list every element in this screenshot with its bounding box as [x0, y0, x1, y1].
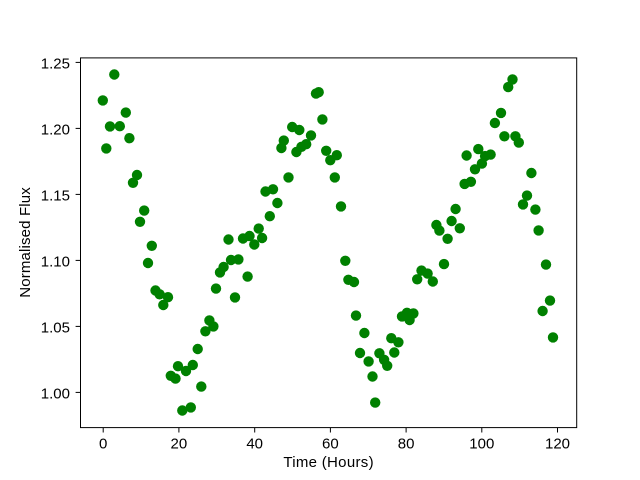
svg-text:40: 40: [246, 436, 263, 453]
svg-text:100: 100: [469, 436, 494, 453]
svg-text:120: 120: [545, 436, 570, 453]
svg-text:1.20: 1.20: [41, 121, 70, 138]
svg-text:1.00: 1.00: [41, 385, 70, 402]
svg-text:Time (Hours): Time (Hours): [283, 454, 374, 471]
svg-text:0: 0: [99, 436, 107, 453]
svg-text:1.10: 1.10: [41, 253, 70, 270]
svg-text:80: 80: [398, 436, 415, 453]
svg-text:1.25: 1.25: [41, 55, 70, 72]
svg-text:20: 20: [171, 436, 188, 453]
svg-text:1.15: 1.15: [41, 187, 70, 204]
svg-text:Normalised Flux: Normalised Flux: [17, 187, 34, 298]
svg-text:60: 60: [322, 436, 339, 453]
svg-text:1.05: 1.05: [41, 319, 70, 336]
